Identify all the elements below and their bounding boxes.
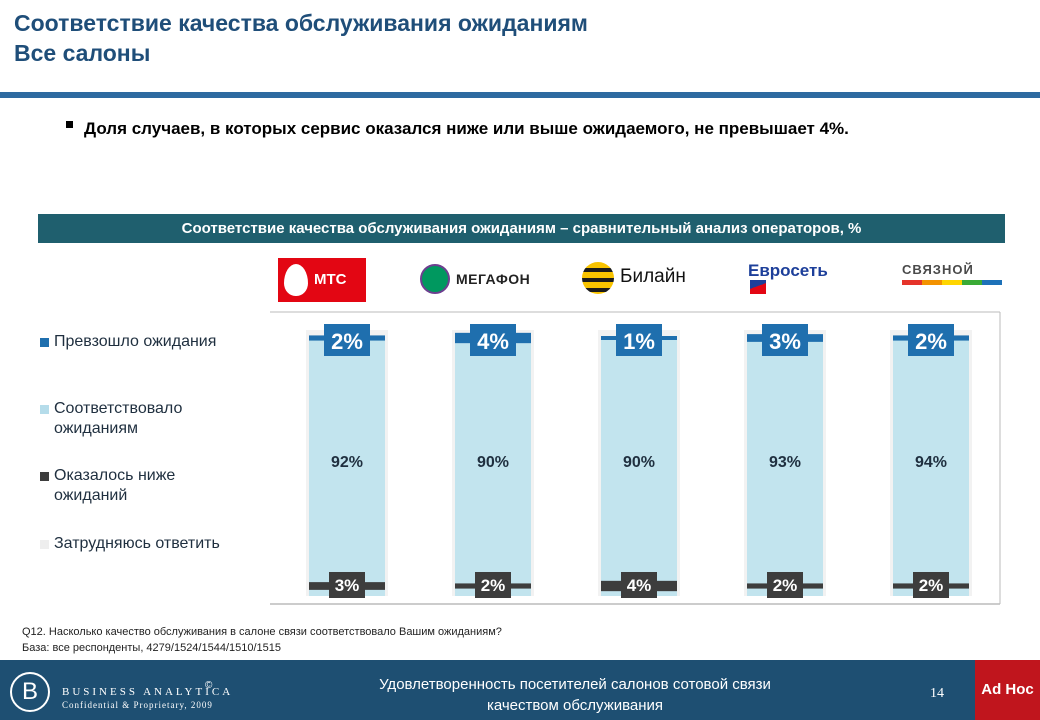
euroset-logo: Евросеть (746, 258, 856, 298)
label-box-exceeded (324, 324, 370, 356)
legend-swatch-below (40, 472, 49, 481)
ad-hoc-badge: Ad Hoc (975, 660, 1040, 720)
bar-segment-matched (893, 338, 969, 596)
euroset-flag-icon (750, 280, 766, 294)
label-box-exceeded (616, 324, 662, 356)
value-label-matched: 94% (915, 454, 947, 471)
bullet-icon (66, 121, 73, 128)
value-label-below: 2% (481, 576, 506, 595)
title-line-2: Все салоны (14, 40, 151, 66)
bar-segment-matched (747, 338, 823, 596)
bar-segment-matched (601, 338, 677, 596)
value-label-matched: 90% (623, 454, 655, 471)
label-box-below (767, 572, 803, 598)
footnote-question: Q12. Насколько качество обслуживания в с… (22, 626, 502, 638)
value-label-below: 2% (919, 576, 944, 595)
label-box-below (329, 572, 365, 598)
megafon-logo-text: МЕГАФОН (456, 271, 531, 287)
megafon-icon (420, 264, 450, 294)
page-title: Соответствие качества обслуживания ожида… (14, 8, 588, 68)
svyaznoy-logo: СВЯЗНОЙ (900, 262, 1004, 288)
bar-segment-matched (309, 338, 385, 596)
value-label-exceeded: 1% (623, 329, 655, 354)
label-box-exceeded (470, 324, 516, 356)
beeline-logo: Билайн (582, 258, 702, 298)
svyaznoy-stripe-icon (902, 280, 1002, 285)
beeline-icon (582, 262, 614, 294)
value-label-matched: 92% (331, 454, 363, 471)
value-label-exceeded: 4% (477, 329, 509, 354)
title-divider (0, 92, 1040, 98)
key-finding: Доля случаев, в которых сервис оказался … (84, 119, 849, 138)
legend-swatch-exceeded (40, 338, 49, 347)
value-label-below: 2% (773, 576, 798, 595)
chart-header: Соответствие качества обслуживания ожида… (38, 214, 1005, 243)
footer-bar (0, 660, 975, 720)
value-label-matched: 93% (769, 454, 801, 471)
legend-label-below: Оказалось ниже ожиданий (54, 467, 176, 504)
label-box-exceeded (762, 324, 808, 356)
footnote-base: База: все респонденты, 4279/1524/1544/15… (22, 642, 282, 654)
copyright-mark: © (205, 680, 213, 691)
mts-egg-icon (284, 264, 308, 296)
value-label-matched: 90% (477, 454, 509, 471)
euroset-logo-text: Евросеть (748, 261, 828, 280)
business-analytica-logo-icon: B (10, 672, 50, 712)
legend-swatch-matched (40, 405, 49, 414)
legend-label-unsure: Затрудняюсь ответить (54, 535, 220, 552)
confidential-note: Confidential & Proprietary, 2009 (62, 700, 213, 710)
footer-title: Удовлетворенность посетителей салонов со… (320, 674, 830, 716)
mts-logo-text: МТС (314, 271, 347, 288)
legend-swatch-unsure (40, 540, 49, 549)
company-name: BUSINESS ANALYTICA (62, 686, 234, 698)
footnote: Q12. Насколько качество обслуживания в с… (22, 624, 502, 656)
mts-logo: МТС (278, 258, 366, 302)
legend-label-matched: Соответствовало ожиданиям (54, 400, 183, 437)
value-label-exceeded: 2% (915, 329, 947, 354)
footer-title-line-2: качеством обслуживания (486, 697, 664, 714)
bar-segment-matched (455, 338, 531, 596)
value-label-exceeded: 3% (769, 329, 801, 354)
label-box-below (621, 572, 657, 598)
page-number: 14 (930, 686, 944, 701)
label-box-exceeded (908, 324, 954, 356)
value-label-exceeded: 2% (331, 329, 363, 354)
title-line-1: Соответствие качества обслуживания ожида… (14, 10, 588, 36)
svyaznoy-logo-text: СВЯЗНОЙ (902, 262, 974, 277)
megafon-logo: МЕГАФОН (420, 262, 550, 296)
value-label-below: 4% (627, 576, 652, 595)
footer-title-line-1: Удовлетворенность посетителей салонов со… (379, 676, 771, 693)
label-box-below (913, 572, 949, 598)
value-label-below: 3% (335, 576, 360, 595)
beeline-logo-text: Билайн (620, 266, 686, 287)
label-box-below (475, 572, 511, 598)
legend-label-exceeded: Превзошло ожидания (54, 333, 217, 350)
